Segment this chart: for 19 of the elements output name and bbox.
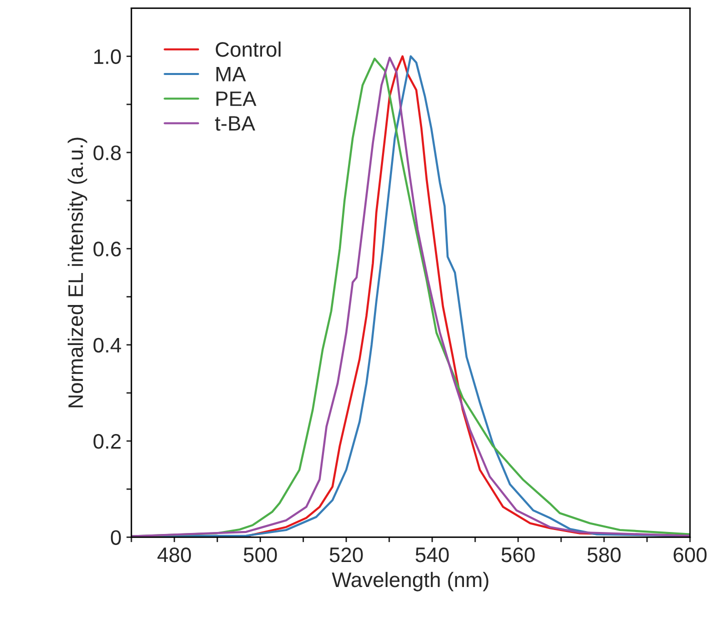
legend-label: t-BA [215,116,256,131]
legend-label: MA [216,66,246,82]
y-axis-title: Normalized EL intensity (a.u.) [68,138,88,408]
y-tick-label: 0.2 [94,434,121,449]
x-tick-label: 520 [330,547,363,562]
x-axis-title: Wavelength (nm) [332,572,488,592]
x-tick-label: 480 [157,547,191,562]
x-tick-label: 600 [674,547,707,562]
y-tick-label: 0.8 [94,145,121,160]
y-tick-label: 0.6 [94,242,121,256]
y-tick-label: 1.0 [94,49,121,64]
x-tick-label: 580 [588,547,621,562]
x-tick-label: 540 [416,547,449,562]
legend-label: Control [216,42,280,57]
x-tick-label: 560 [502,547,535,562]
y-tick-label: 0.4 [94,338,122,353]
legend-label: PEA [216,92,256,106]
y-tick-label: 0 [110,530,121,545]
x-tick-label: 500 [244,547,277,562]
